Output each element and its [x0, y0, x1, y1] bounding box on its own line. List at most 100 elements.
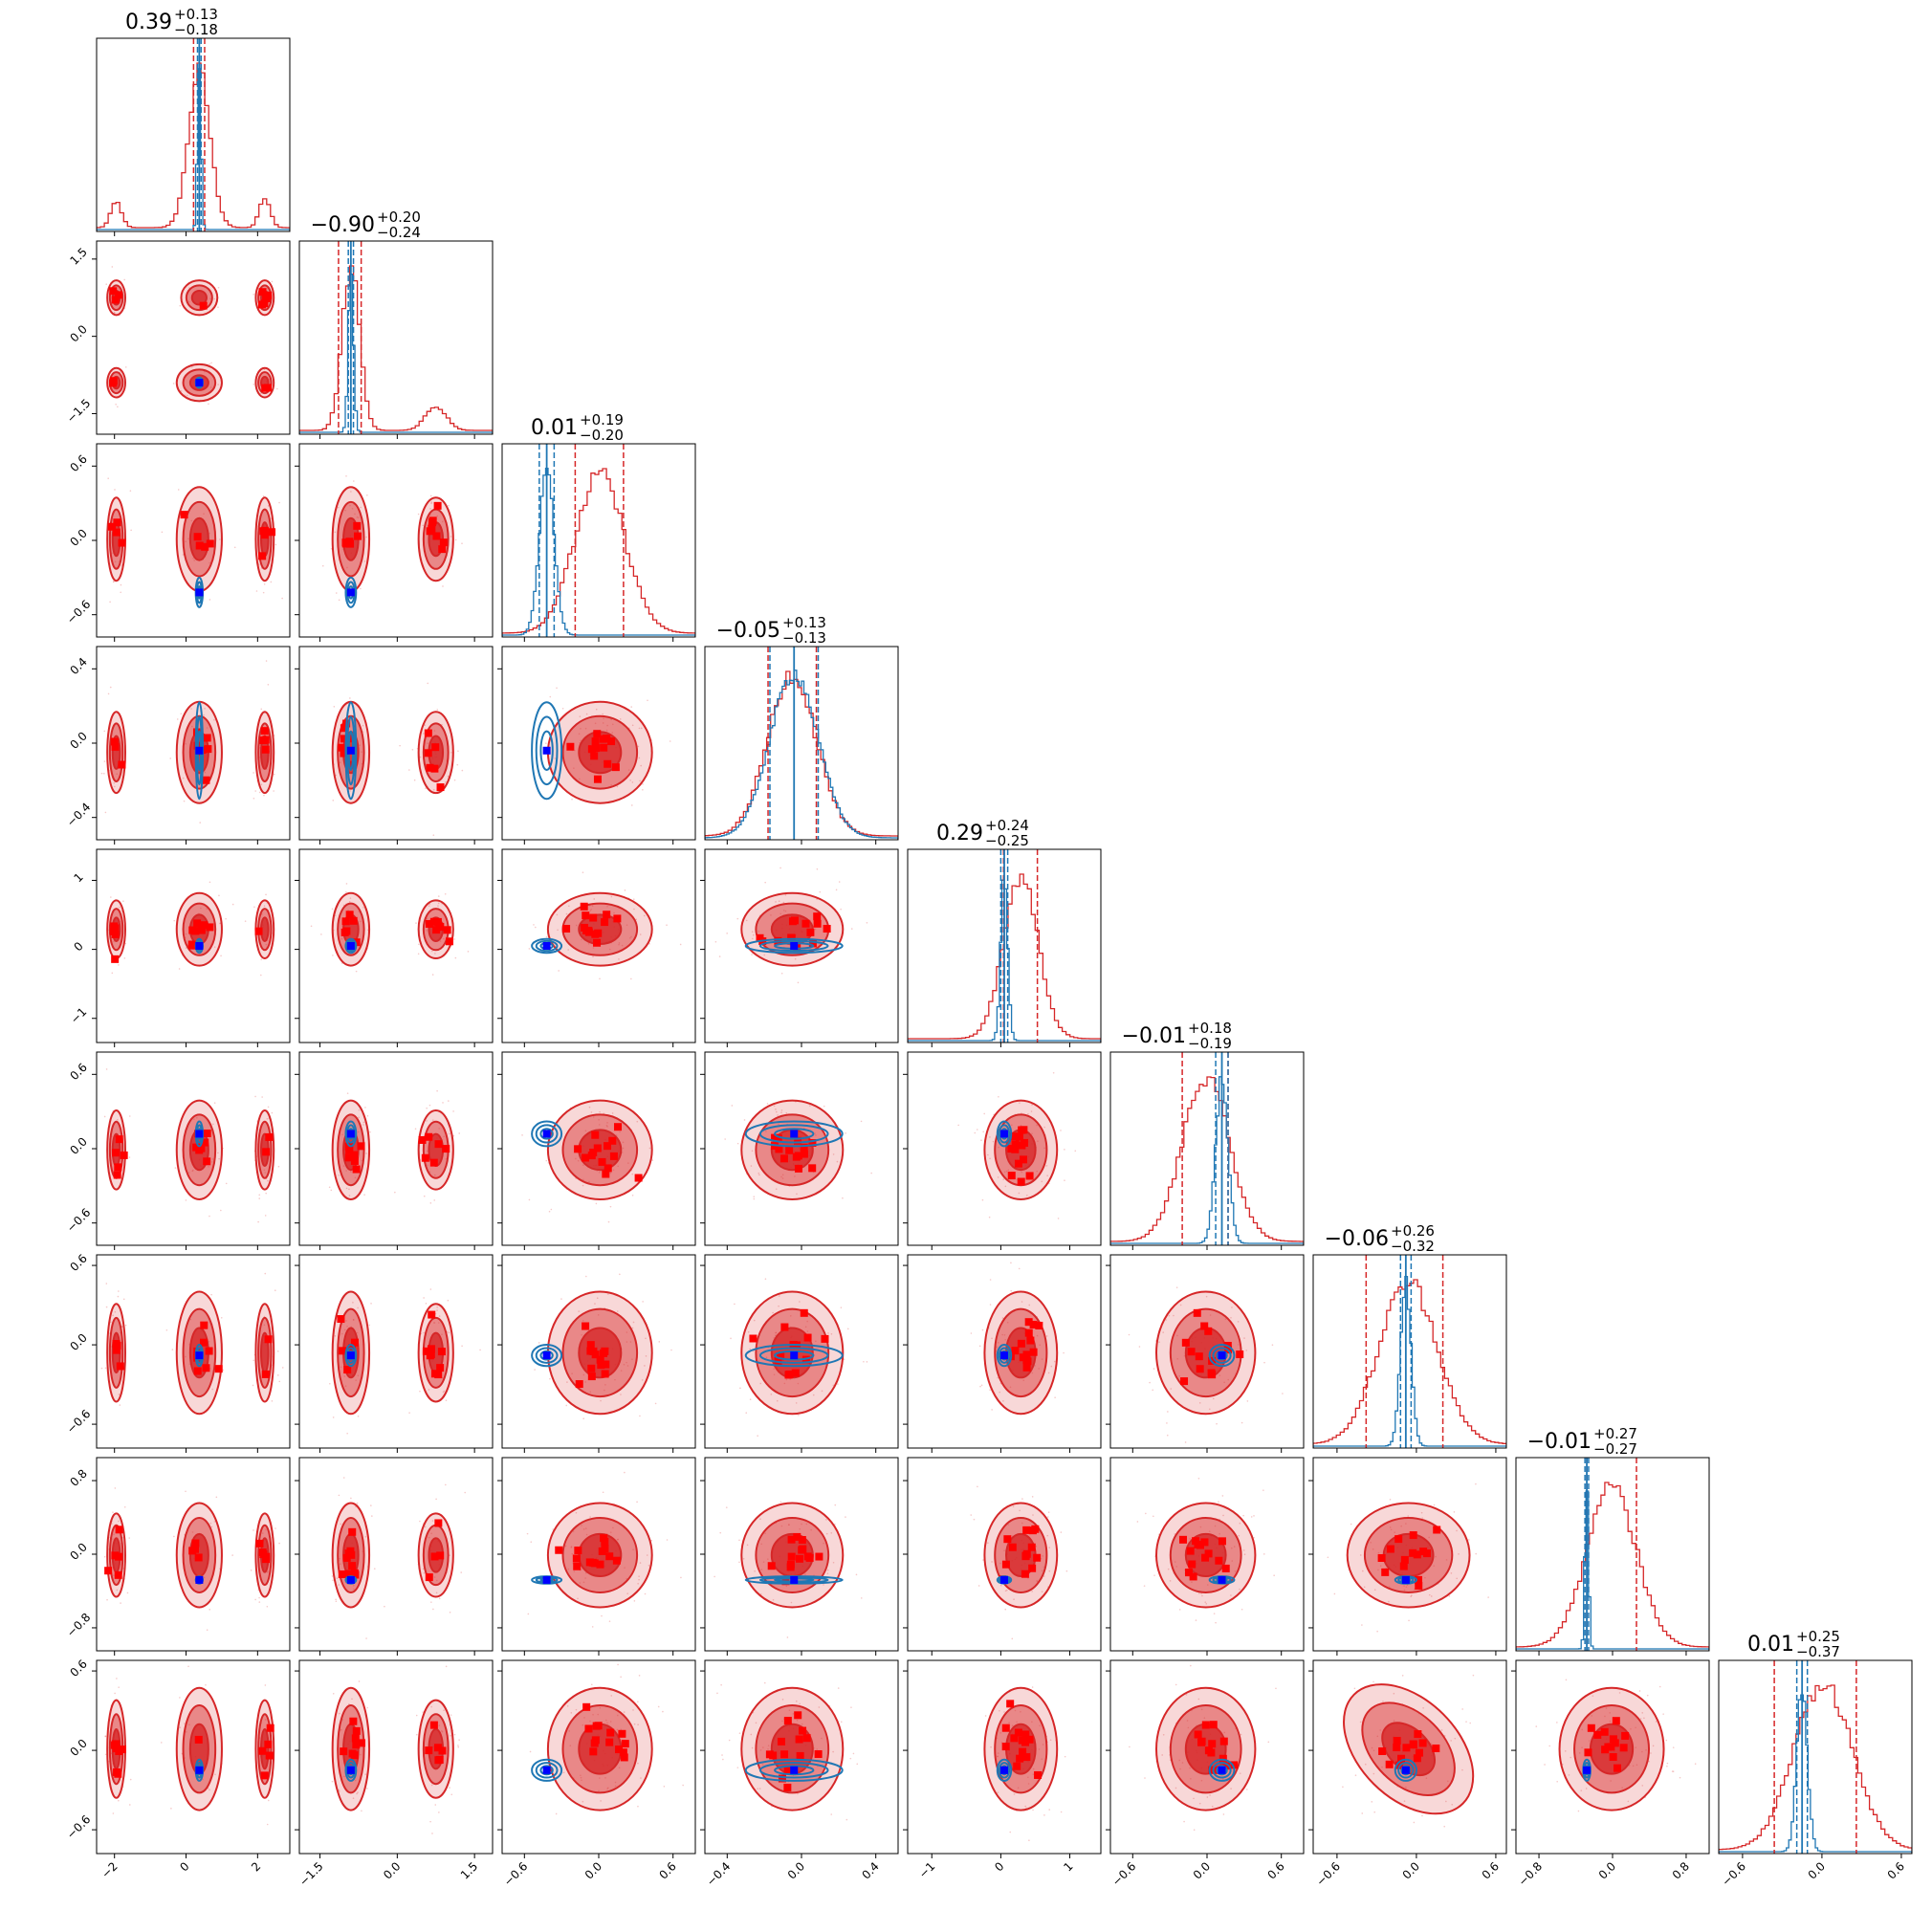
reference-marker	[346, 588, 355, 597]
sample-point	[1019, 1102, 1021, 1104]
sample-point	[332, 1416, 335, 1418]
sample-point	[608, 1620, 611, 1622]
chain-median-marker	[349, 916, 358, 925]
sample-point	[210, 1293, 212, 1296]
sample-point	[428, 1389, 430, 1391]
sample-point	[265, 1192, 267, 1195]
sample-point	[1167, 1411, 1169, 1413]
sample-point	[1231, 1560, 1234, 1562]
sample-point	[612, 1169, 615, 1172]
chain-median-marker	[1204, 1746, 1213, 1755]
sample-point	[1408, 1619, 1410, 1622]
chain-median-marker	[111, 742, 120, 751]
sample-point	[1036, 1124, 1038, 1127]
sample-point	[731, 1105, 734, 1107]
sample-point	[582, 1178, 584, 1181]
sample-point	[422, 1568, 425, 1570]
x-tick-label-2-2: 0.0	[381, 1859, 403, 1881]
reference-contour	[535, 1347, 559, 1364]
sample-point	[632, 1321, 635, 1324]
sample-point	[545, 935, 548, 938]
sample-point	[332, 800, 335, 801]
sample-point	[1428, 1593, 1431, 1596]
sample-point	[417, 513, 420, 516]
sample-point	[208, 1166, 209, 1168]
sample-point	[1018, 1267, 1021, 1270]
sample-point	[1240, 1421, 1243, 1424]
diag-panel-7: −0.06 +0.26−0.32	[1312, 1222, 1507, 1453]
panel-4-1: −0.40.00.4	[64, 646, 291, 845]
sample-point	[1643, 1717, 1645, 1720]
sample-point	[1430, 1595, 1433, 1597]
chain-median-marker	[1009, 1132, 1018, 1141]
sample-point	[191, 725, 193, 728]
sample-point	[443, 1135, 445, 1138]
panel-frame	[298, 443, 494, 638]
sample-point	[826, 1569, 829, 1571]
sample-point	[832, 1384, 835, 1387]
sample-point	[630, 804, 633, 806]
sample-point	[1042, 1744, 1044, 1745]
sample-point	[1401, 1657, 1403, 1658]
sample-point	[1239, 1522, 1241, 1525]
sample-point	[332, 1579, 334, 1582]
chain-median-marker	[798, 1536, 806, 1545]
sample-point	[635, 918, 638, 921]
chain-median-marker	[592, 744, 601, 753]
sample-point	[426, 930, 428, 932]
chain-median-marker	[187, 940, 196, 949]
sample-point	[780, 972, 783, 975]
sample-point	[1376, 1630, 1378, 1633]
chain-median-marker	[581, 923, 589, 932]
reference-contour	[758, 939, 829, 953]
sample-point	[209, 386, 212, 388]
sample-point	[788, 1524, 790, 1526]
reference-marker	[1000, 1766, 1008, 1774]
sample-point	[997, 1376, 999, 1379]
sample-point	[577, 1597, 579, 1600]
sample-point	[778, 1305, 779, 1307]
x-tick-label-2-3: 1.5	[458, 1859, 480, 1881]
chain-median-marker	[1402, 1744, 1411, 1752]
chain-median-marker	[206, 539, 214, 548]
sample-point	[432, 1119, 434, 1121]
sample-point	[1456, 1577, 1458, 1580]
title-minus-6: −0.19	[1188, 1035, 1232, 1052]
sample-point	[987, 1153, 989, 1156]
sample-point	[1605, 1707, 1608, 1709]
sample-point	[1666, 1762, 1669, 1765]
sample-point	[123, 957, 126, 959]
sample-point	[633, 908, 635, 911]
sample-point	[260, 783, 263, 785]
sample-point	[1222, 1813, 1225, 1815]
sample-point	[639, 779, 641, 782]
sample-point	[762, 1561, 765, 1563]
chain-median-marker	[1028, 1564, 1037, 1572]
sample-point	[449, 1787, 450, 1789]
sample-point	[277, 1165, 280, 1168]
sample-point	[206, 727, 209, 729]
chain-median-marker	[592, 1722, 601, 1730]
panel-8-4	[700, 1457, 899, 1656]
sample-point	[571, 1552, 574, 1555]
chain-median-marker	[1386, 1545, 1394, 1553]
sample-point	[104, 1735, 107, 1737]
sample-point	[682, 1784, 684, 1787]
sample-point	[1178, 1759, 1181, 1762]
y-tick-label-6-2: 0.0	[67, 1134, 89, 1156]
chain-median-marker	[801, 919, 810, 928]
reference-marker	[1401, 1575, 1410, 1584]
sample-point	[816, 867, 819, 870]
sample-point	[745, 1412, 748, 1415]
sample-point	[1004, 1590, 1007, 1592]
reference-contour	[774, 1350, 815, 1361]
sample-point	[429, 1202, 432, 1204]
sample-point	[103, 1115, 106, 1118]
sample-point	[111, 266, 114, 268]
sample-point	[431, 974, 434, 976]
sample-point	[1170, 1388, 1173, 1390]
chain-median-marker	[1619, 1744, 1628, 1752]
sample-point	[360, 920, 362, 923]
sample-point	[624, 889, 626, 891]
sample-point	[1238, 1534, 1240, 1537]
